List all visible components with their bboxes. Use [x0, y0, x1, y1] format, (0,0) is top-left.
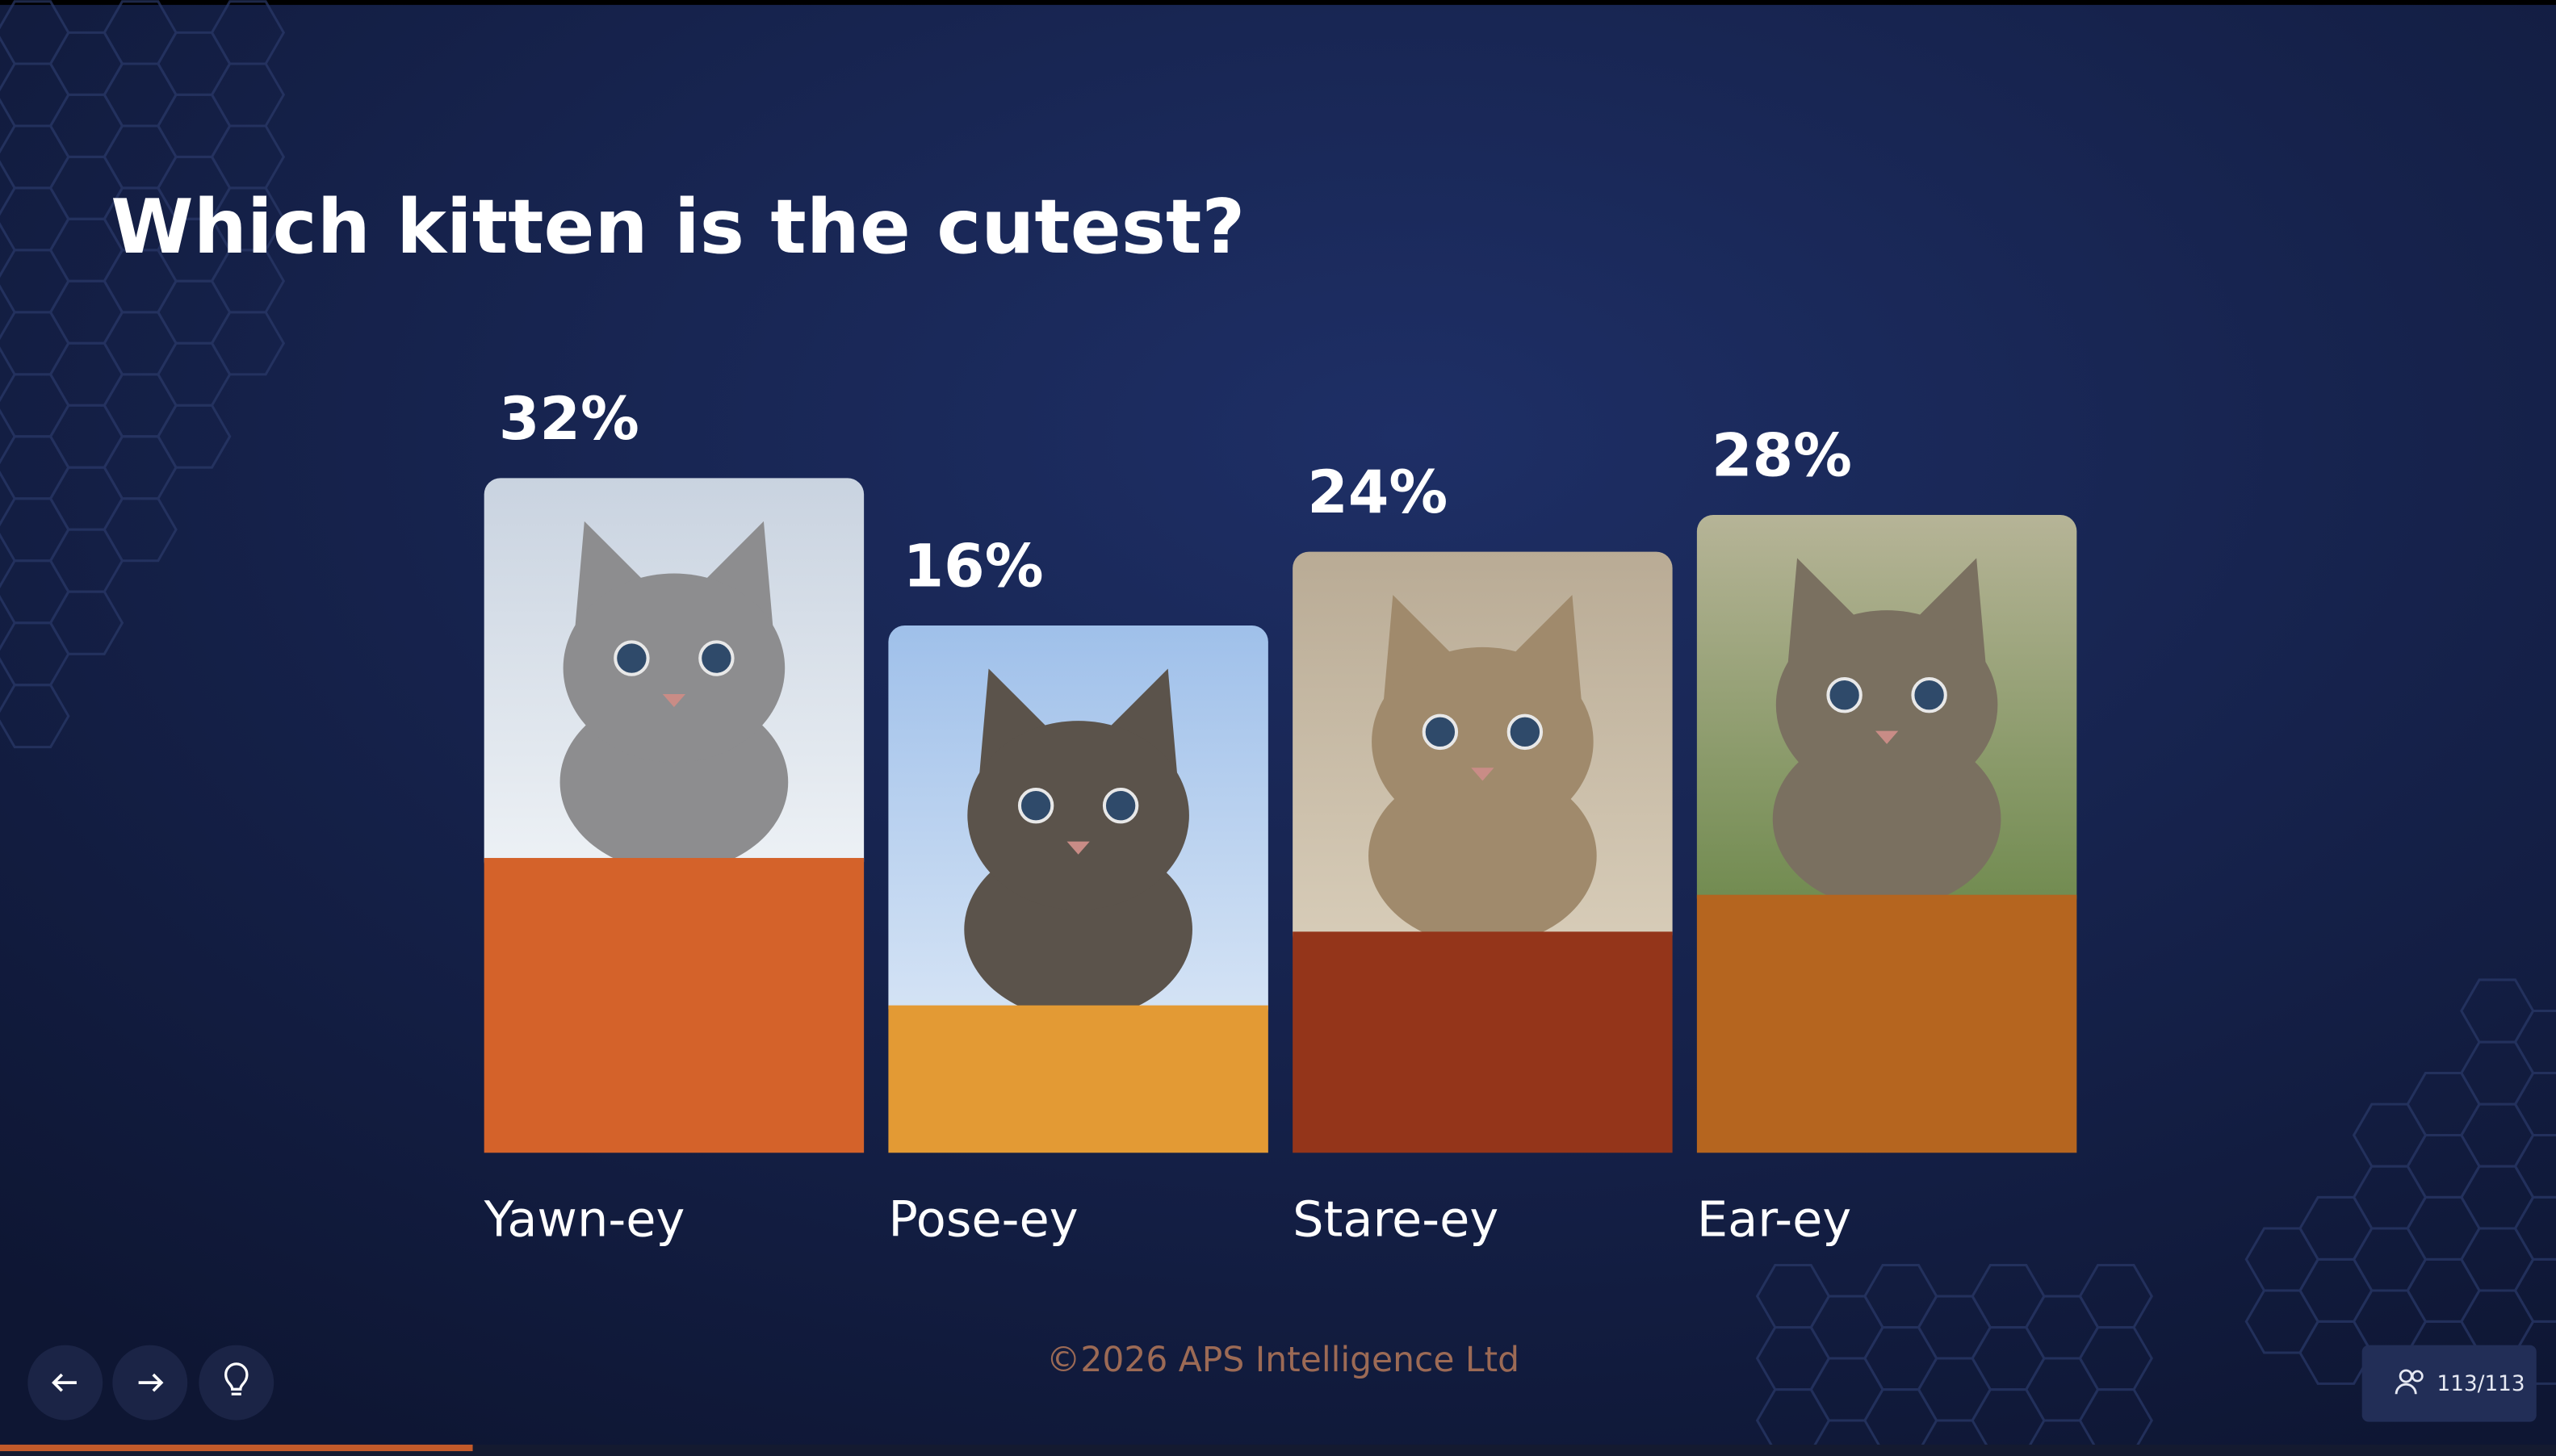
kitten-photo: [888, 625, 1268, 1025]
kitten-head: [1372, 646, 1594, 837]
results-chart: 32% Yawn-ey 16% Pose-ey 24% Stare-ey 28% Ear-ey: [484, 386, 2077, 1248]
kitten-eye: [1102, 787, 1139, 824]
kitten-nose: [1875, 730, 1899, 744]
kitten-head: [563, 573, 786, 763]
value-label: 16%: [903, 533, 1044, 600]
kitten-eye: [614, 640, 650, 676]
hexagon: [210, 311, 286, 376]
participant-count: 113/113: [2437, 1372, 2525, 1396]
question-title: Which kitten is the cutest?: [111, 183, 1245, 270]
hexagon: [103, 497, 178, 563]
kitten-nose: [1471, 768, 1494, 781]
kitten-head: [967, 721, 1189, 910]
kitten-eye: [698, 640, 735, 676]
hexagon: [2513, 1010, 2556, 1075]
category-label: Yawn-ey: [484, 1191, 685, 1248]
category-label: Stare-ey: [1293, 1191, 1498, 1248]
bar: [1696, 894, 2077, 1153]
kitten-nose: [662, 693, 686, 708]
bar: [1293, 931, 1673, 1153]
kitten-photo: [1293, 551, 1673, 952]
participants-badge[interactable]: 113/113: [2361, 1345, 2537, 1422]
hexagon: [2513, 1257, 2556, 1323]
hexagon: [0, 684, 70, 749]
kitten-photo: [484, 478, 865, 878]
kitten-eye: [1422, 713, 1459, 751]
forward-button[interactable]: [112, 1345, 188, 1420]
bar: [484, 858, 865, 1153]
kitten-head: [1775, 610, 1998, 800]
back-button[interactable]: [27, 1345, 103, 1420]
hexagon: [157, 404, 232, 469]
top-edge: [0, 0, 2556, 6]
hint-button[interactable]: [199, 1345, 274, 1420]
value-label: 32%: [499, 386, 639, 454]
hexagon: [2513, 1195, 2556, 1261]
kitten-nose: [1066, 841, 1090, 855]
hexagon: [48, 590, 124, 655]
category-label: Pose-ey: [888, 1191, 1078, 1248]
bar: [888, 1005, 1268, 1153]
category-label: Ear-ey: [1697, 1191, 1851, 1248]
kitten-eye: [1826, 676, 1863, 713]
copyright: ©2026 APS Intelligence Ltd: [1046, 1341, 1519, 1380]
hexagon: [2513, 1071, 2556, 1136]
kitten-photo: [1696, 514, 2077, 914]
value-label: 28%: [1712, 422, 1852, 490]
value-label: 24%: [1307, 459, 1448, 527]
progress-bar: [0, 1444, 473, 1451]
kitten-eye: [1911, 676, 1947, 713]
kitten-eye: [1017, 787, 1054, 824]
hexagon: [2513, 1133, 2556, 1199]
progress-track: [0, 1444, 2556, 1456]
kitten-eye: [1506, 713, 1544, 751]
